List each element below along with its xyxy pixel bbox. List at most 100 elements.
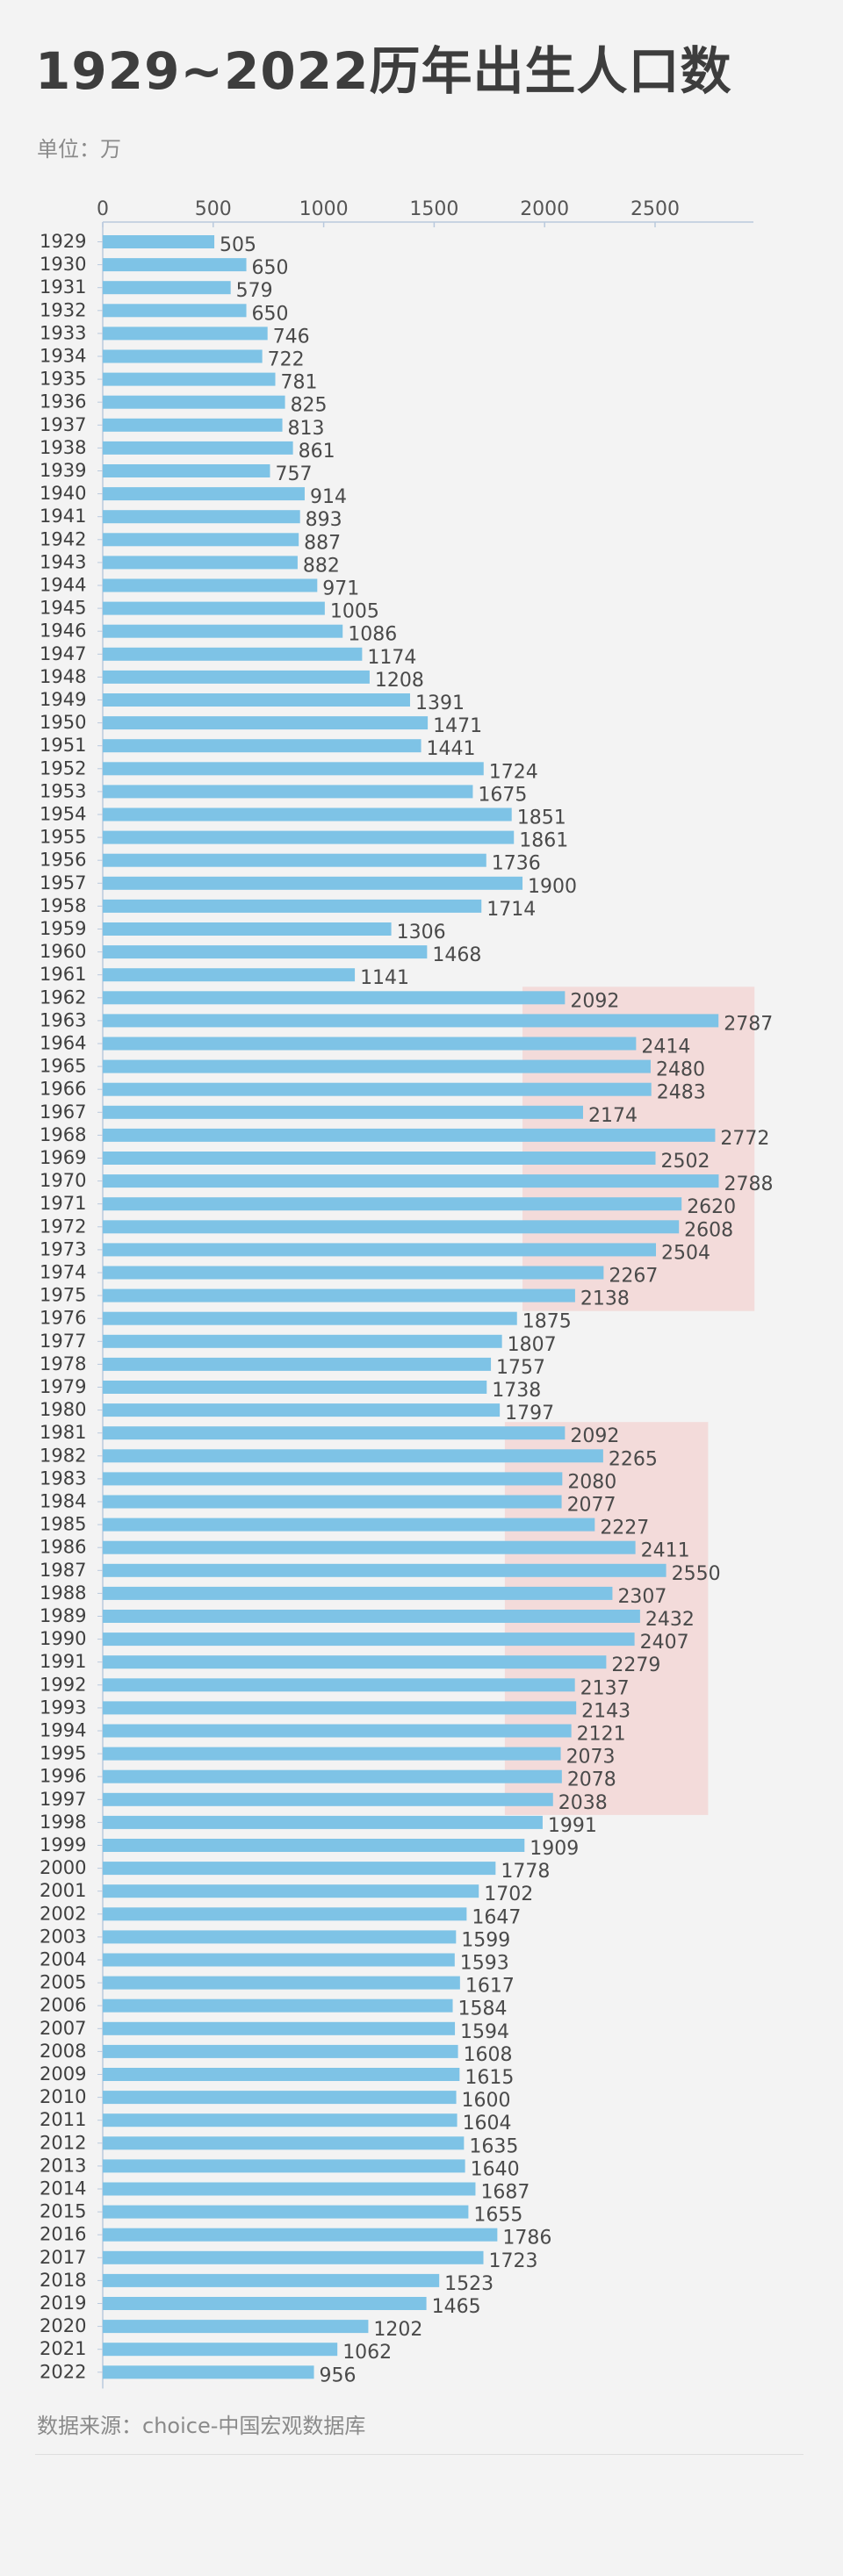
year-label: 1959 — [40, 918, 86, 939]
year-label: 1998 — [40, 1812, 86, 1833]
year-label: 2004 — [40, 1949, 86, 1970]
bar — [103, 533, 299, 547]
bar — [103, 1884, 479, 1898]
year-label: 1970 — [40, 1170, 86, 1191]
year-label: 1929 — [40, 231, 86, 252]
value-label: 2078 — [567, 1769, 616, 1791]
bar — [103, 1540, 636, 1554]
value-label: 1807 — [508, 1334, 557, 1356]
bar — [103, 670, 370, 684]
value-label: 1723 — [489, 2250, 538, 2272]
bar — [103, 1792, 553, 1806]
bar — [103, 2228, 498, 2242]
value-label: 1608 — [464, 2044, 513, 2066]
bar — [103, 487, 305, 501]
footer-divider — [35, 2454, 803, 2455]
bar — [103, 258, 247, 272]
year-label: 1996 — [40, 1766, 86, 1787]
year-label: 2005 — [40, 1972, 86, 1993]
year-label: 1978 — [40, 1353, 86, 1374]
value-label: 1208 — [375, 670, 424, 692]
value-label: 1391 — [415, 692, 465, 714]
value-label: 1640 — [471, 2158, 520, 2180]
bar — [103, 2182, 476, 2196]
value-label: 825 — [291, 395, 328, 417]
bar — [103, 326, 268, 341]
value-label: 1615 — [465, 2067, 514, 2089]
bar — [103, 578, 318, 592]
bar — [103, 922, 392, 936]
bar — [103, 372, 276, 386]
value-label: 1778 — [501, 1861, 550, 1883]
year-label: 1941 — [40, 506, 86, 527]
bar — [103, 1563, 666, 1577]
value-label: 2143 — [581, 1700, 630, 1722]
value-label: 1714 — [486, 899, 536, 921]
year-label: 2022 — [40, 2361, 86, 2382]
year-label: 1930 — [40, 254, 86, 275]
bar — [103, 853, 486, 867]
value-label: 579 — [236, 280, 273, 302]
x-tick-label: 0 — [97, 198, 109, 220]
year-label: 1973 — [40, 1238, 86, 1259]
value-label: 2121 — [577, 1724, 626, 1746]
bar — [103, 464, 270, 477]
bar — [103, 2091, 457, 2105]
year-label: 1962 — [40, 987, 86, 1008]
year-label: 1946 — [40, 621, 86, 642]
value-label: 1141 — [360, 967, 409, 989]
value-label: 1851 — [517, 807, 566, 829]
year-label: 1934 — [40, 346, 86, 367]
bar — [103, 1037, 637, 1051]
bar — [103, 624, 343, 638]
year-label: 2000 — [40, 1857, 86, 1878]
value-label: 757 — [275, 463, 312, 485]
bar — [103, 1334, 502, 1348]
bar — [103, 1082, 652, 1096]
year-label: 1981 — [40, 1422, 86, 1443]
value-label: 1702 — [484, 1884, 533, 1905]
value-label: 2279 — [611, 1654, 660, 1676]
year-label: 2007 — [40, 2018, 86, 2039]
bar — [103, 945, 428, 959]
year-label: 2011 — [40, 2109, 86, 2130]
bar — [103, 739, 422, 753]
value-label: 1086 — [348, 624, 397, 646]
bar — [103, 1976, 460, 1990]
bar — [103, 2113, 458, 2128]
year-label: 1964 — [40, 1033, 86, 1054]
year-label: 1972 — [40, 1216, 86, 1237]
year-label: 1952 — [40, 757, 86, 779]
value-label: 2077 — [567, 1495, 616, 1517]
year-label: 1988 — [40, 1582, 86, 1604]
year-label: 1983 — [40, 1467, 86, 1489]
value-label: 2267 — [609, 1266, 658, 1288]
value-label: 2483 — [657, 1082, 706, 1104]
bar — [103, 1998, 453, 2013]
bar — [103, 1747, 561, 1761]
x-tick-label: 1000 — [299, 198, 349, 220]
value-label: 2788 — [724, 1173, 773, 1195]
bar — [103, 556, 298, 570]
year-label: 2008 — [40, 2041, 86, 2062]
value-label: 914 — [310, 486, 347, 508]
year-label: 2021 — [40, 2338, 86, 2359]
year-label: 1956 — [40, 850, 86, 871]
bar — [103, 2159, 465, 2173]
bar — [103, 2365, 314, 2379]
bar — [103, 1839, 525, 1852]
year-label: 1931 — [40, 276, 86, 298]
value-label: 1600 — [462, 2090, 511, 2112]
value-label: 650 — [252, 303, 289, 325]
year-label: 1984 — [40, 1491, 86, 1512]
bar — [103, 1724, 572, 1738]
value-label: 2480 — [656, 1059, 705, 1081]
bar — [103, 1953, 455, 1967]
year-label: 1951 — [40, 735, 86, 756]
year-label: 1995 — [40, 1743, 86, 1764]
bar — [103, 1152, 656, 1165]
value-label: 2502 — [661, 1151, 710, 1173]
year-label: 1933 — [40, 322, 86, 343]
value-label: 1909 — [530, 1838, 579, 1860]
bar — [103, 2250, 484, 2264]
